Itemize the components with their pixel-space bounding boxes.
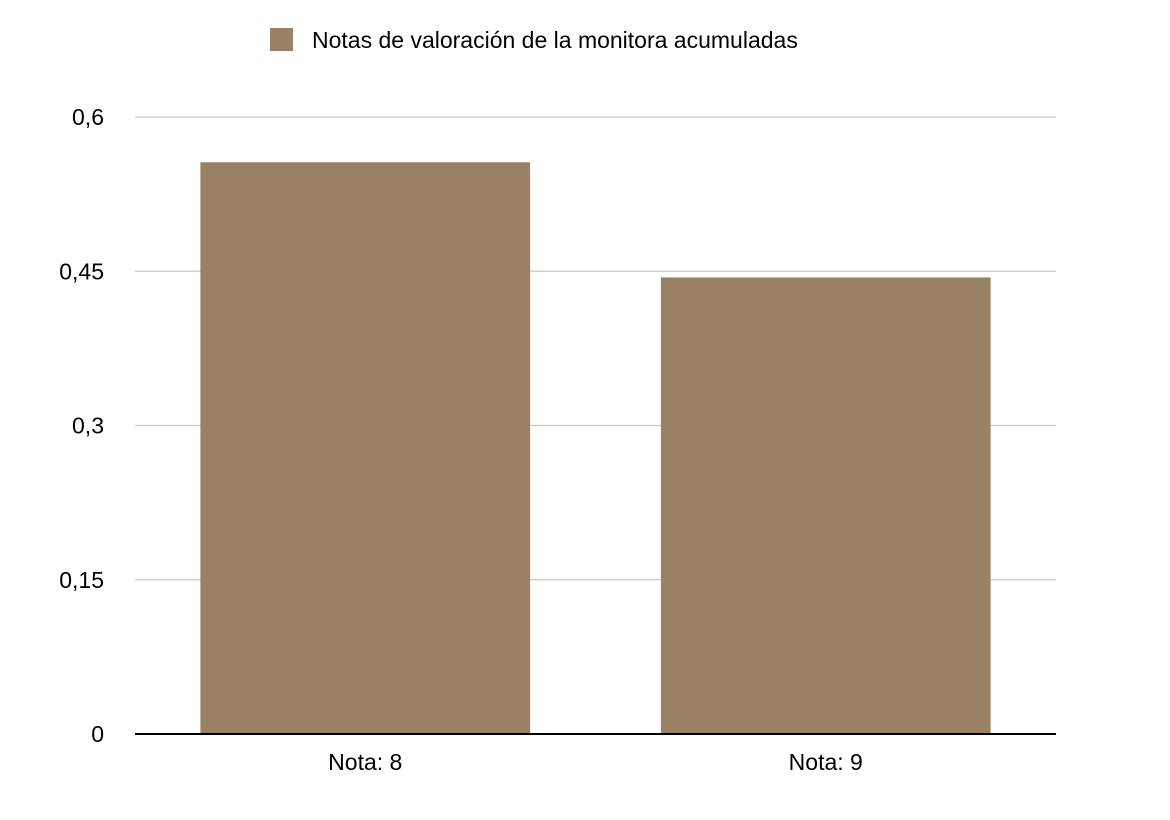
y-tick-label: 0,6	[72, 104, 104, 130]
y-tick-label: 0	[91, 721, 104, 747]
legend: Notas de valoración de la monitora acumu…	[270, 27, 798, 53]
legend-label: Notas de valoración de la monitora acumu…	[312, 27, 798, 53]
y-tick-label: 0,3	[72, 413, 104, 439]
x-tick-label: Nota: 8	[328, 749, 402, 775]
y-tick-labels: 0 0,15 0,3 0,45 0,6	[59, 104, 104, 747]
y-tick-label: 0,45	[59, 258, 104, 284]
x-tick-label: Nota: 9	[789, 749, 863, 775]
legend-swatch	[270, 28, 293, 51]
y-tick-label: 0,15	[59, 567, 104, 593]
bar	[660, 277, 991, 734]
x-tick-labels: Nota: 8 Nota: 9	[328, 749, 863, 775]
bar	[200, 162, 531, 734]
bars	[200, 162, 991, 734]
